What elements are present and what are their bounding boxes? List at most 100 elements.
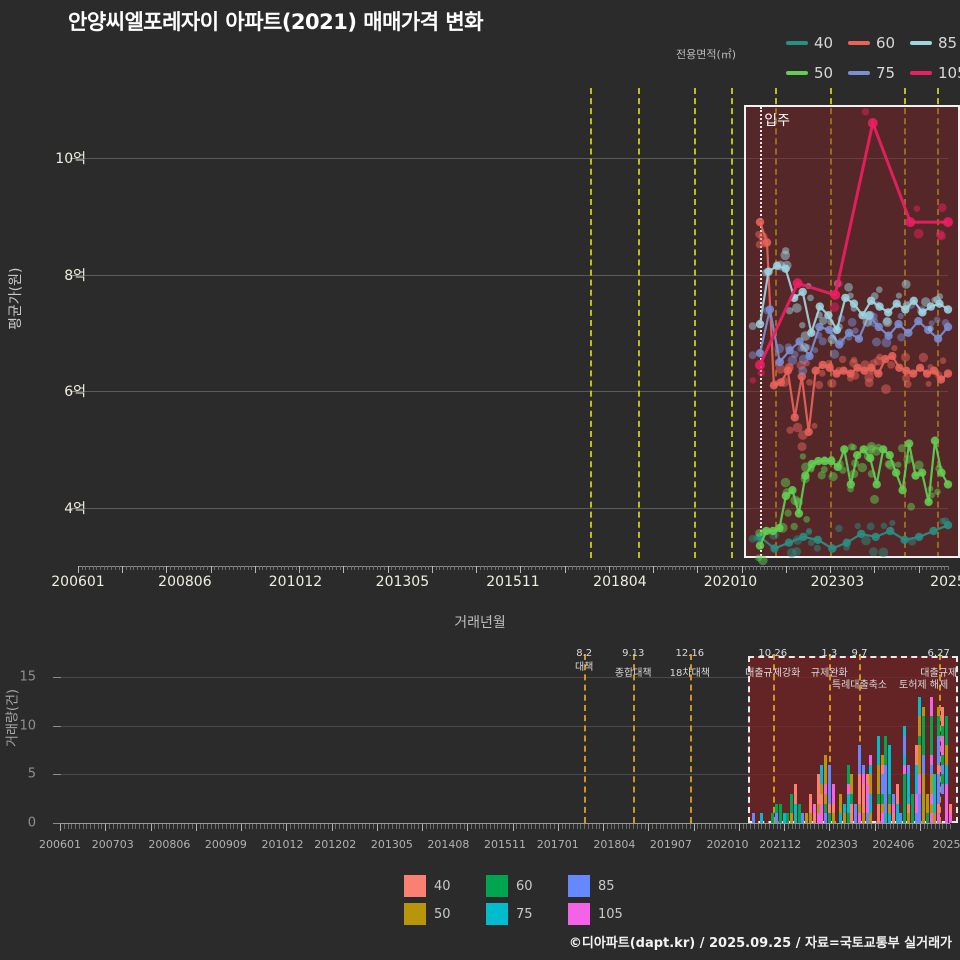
volume-bar-segment <box>797 803 801 814</box>
x-tick-mark <box>308 824 310 829</box>
volume-bar-segment <box>824 784 828 794</box>
x-tick-mark <box>730 566 732 570</box>
x-tick-mark <box>896 566 898 570</box>
legend-item-40[interactable]: 40 <box>404 872 486 900</box>
volume-bar-segment <box>918 735 922 746</box>
x-tick-mark <box>542 566 544 570</box>
x-tick-mark <box>361 824 363 829</box>
volume-bar-segment <box>888 745 892 765</box>
annotation-date: 1.3 <box>821 648 838 659</box>
legend-label: 105 <box>938 64 960 82</box>
volume-bar-segment <box>925 793 929 814</box>
volume-bar-segment <box>937 735 941 765</box>
volume-bar-segment <box>771 813 775 823</box>
x-tick-label: 201305 <box>375 574 430 590</box>
x-tick-mark <box>142 824 144 829</box>
x-tick-mark <box>237 824 239 829</box>
x-tick-mark <box>818 824 819 829</box>
y-tick-label: 10 <box>19 718 36 734</box>
x-tick-mark <box>745 566 747 570</box>
x-tick-mark <box>576 824 578 829</box>
x-tick-mark <box>738 824 740 831</box>
volume-bar-segment <box>846 764 850 785</box>
x-tick-mark <box>821 824 823 829</box>
volume-bar-segment <box>782 813 786 823</box>
legend-label: 50 <box>814 64 834 82</box>
x-tick-mark <box>122 566 124 573</box>
legend-item-75[interactable]: 75 <box>486 900 568 928</box>
x-tick-mark <box>468 566 470 570</box>
x-tick-mark <box>331 824 333 831</box>
x-tick-mark <box>557 824 559 831</box>
volume-bar-segment <box>846 793 850 814</box>
x-tick-mark <box>667 824 669 829</box>
volume-bar <box>865 774 869 823</box>
x-tick-mark <box>922 566 924 570</box>
legend-swatch-icon <box>486 875 508 897</box>
legend-item-85[interactable]: 85 <box>568 872 650 900</box>
x-tick-mark <box>214 824 216 829</box>
x-tick-mark <box>248 824 250 829</box>
volume-bar-segment <box>854 803 858 814</box>
volume-bar-segment <box>850 774 854 794</box>
y-tick-label: 5 <box>27 766 36 782</box>
legend-item-50[interactable]: 50 <box>404 900 486 928</box>
legend-item-40[interactable]: 40 <box>786 28 848 58</box>
volume-bar-segment <box>824 813 828 823</box>
x-tick-mark <box>568 566 570 570</box>
x-tick-mark <box>889 824 891 829</box>
legend-item-105[interactable]: 105 <box>910 58 960 88</box>
policy-line <box>829 654 832 823</box>
x-tick-mark <box>127 824 129 829</box>
x-tick-mark <box>587 824 589 829</box>
volume-bar-segment <box>918 696 922 717</box>
x-tick-mark <box>603 824 605 831</box>
x-tick-mark <box>402 566 404 570</box>
x-tick-mark <box>391 824 393 829</box>
x-tick-mark <box>188 566 190 570</box>
legend-item-75[interactable]: 75 <box>848 58 910 88</box>
volume-bar <box>797 803 801 823</box>
volume-bar <box>876 735 880 823</box>
policy-line <box>689 654 692 823</box>
x-tick-mark <box>719 566 721 570</box>
x-tick-mark <box>192 566 194 570</box>
annotation-date: 9.7 <box>851 648 868 659</box>
x-tick-mark <box>586 566 588 570</box>
x-tick-mark <box>640 824 642 829</box>
price-chart: 평균가(원) 4억 6억 8억 10억 입주 200601 200806 201012 20… <box>0 88 960 631</box>
footer-credit: ©디아파트(dapt.kr) / 2025.09.25 / 자료=국토교통부 실… <box>568 936 952 951</box>
legend-item-60[interactable]: 60 <box>848 28 910 58</box>
legend-item-50[interactable]: 50 <box>786 58 848 88</box>
x-tick-mark <box>645 566 647 570</box>
x-tick-mark <box>67 824 69 829</box>
x-tick-mark <box>825 824 827 829</box>
x-tick-mark <box>229 566 231 570</box>
volume-bar <box>782 813 786 823</box>
legend-item-105[interactable]: 105 <box>568 900 650 928</box>
x-tick-mark <box>919 824 921 831</box>
x-tick-mark <box>450 566 452 570</box>
volume-bar <box>846 764 850 823</box>
x-tick-mark <box>161 824 163 829</box>
x-tick-mark <box>483 566 485 570</box>
x-tick-mark <box>267 824 269 829</box>
legend-swatch-icon <box>568 875 590 897</box>
series-legend-bottom: 40 60 85 50 75 105 <box>404 872 644 928</box>
x-tick-label: 200909 <box>204 838 247 851</box>
x-tick-mark <box>383 566 385 570</box>
x-tick-mark <box>527 824 529 829</box>
x-tick-mark <box>181 566 183 570</box>
volume-bar-segment <box>842 803 846 814</box>
legend-item-85[interactable]: 85 <box>910 28 960 58</box>
x-tick-mark <box>312 824 314 829</box>
x-tick-mark <box>877 566 879 570</box>
x-tick-mark <box>601 566 603 570</box>
x-tick-mark <box>630 566 632 570</box>
x-tick-mark <box>472 566 474 570</box>
legend-item-60[interactable]: 60 <box>486 872 568 900</box>
x-tick-mark <box>950 824 951 829</box>
x-tick-mark <box>731 824 733 829</box>
x-tick-label: 201804 <box>593 574 647 590</box>
annotation-label: 18차대책 <box>669 668 710 679</box>
